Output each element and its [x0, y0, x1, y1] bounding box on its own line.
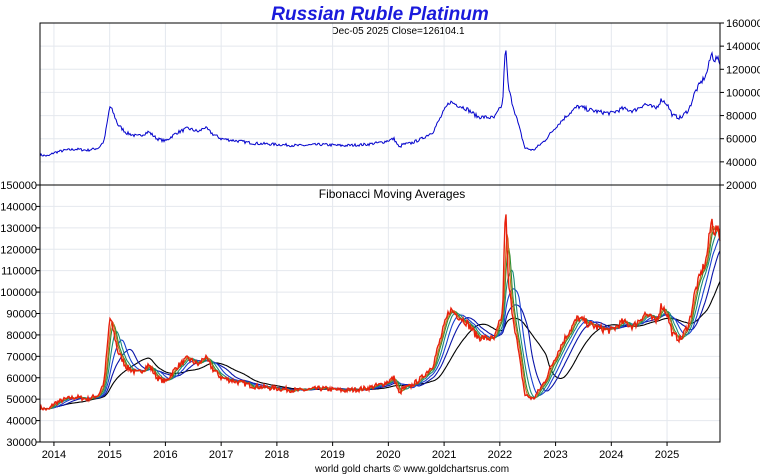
ma-y-tick-label: 100000: [0, 287, 37, 299]
x-tick-label: 2024: [599, 449, 623, 461]
x-tick-label: 2020: [376, 449, 400, 461]
footer-credit: world gold charts © www.goldchartsrus.co…: [314, 464, 509, 475]
ma-y-tick-label: 60000: [6, 373, 37, 385]
x-tick-label: 2014: [42, 449, 66, 461]
price-series-line: [39, 50, 721, 157]
ma-y-tick-label: 80000: [6, 330, 37, 342]
price-panel-grid: [40, 22, 720, 186]
price-y-tick-label: 60000: [726, 134, 757, 146]
x-tick-label: 2025: [655, 449, 679, 461]
ma-y-tick-label: 140000: [0, 201, 37, 213]
x-tick-label: 2016: [153, 449, 177, 461]
price-y-tick-label: 20000: [726, 180, 757, 192]
price-y-tick-label: 80000: [726, 111, 757, 123]
chart-title: Russian Ruble Platinum: [271, 4, 489, 25]
x-tick-label: 2021: [432, 449, 456, 461]
ma-series-fast-ma: [39, 214, 721, 412]
price-y-tick-label: 120000: [726, 64, 760, 76]
ma-y-tick-label: 120000: [0, 244, 37, 256]
price-y-axis: 20000 40000 60000 80000 100000 120000 140000 16…: [720, 18, 760, 192]
ma-y-tick-label: 50000: [6, 394, 37, 406]
x-tick-label: 2019: [320, 449, 344, 461]
ma-y-tick-label: 30000: [6, 437, 37, 449]
ma-panel-grid: [40, 184, 720, 443]
price-panel-frame: [39, 22, 721, 186]
x-tick-label: 2018: [265, 449, 289, 461]
ma-y-axis: 30000 40000 50000 60000 70000 80000 90000 10000…: [0, 180, 40, 449]
ma-series-ma-3: [39, 227, 721, 411]
price-y-tick-label: 100000: [726, 87, 760, 99]
ma-series-ma-4: [39, 228, 721, 411]
x-tick-label: 2017: [209, 449, 233, 461]
price-y-tick-label: 40000: [726, 157, 757, 169]
ma-y-tick-label: 90000: [6, 309, 37, 321]
price-panel-plot: [39, 50, 721, 157]
ma-y-tick-label: 150000: [0, 180, 37, 192]
x-tick-label: 2022: [488, 449, 512, 461]
price-subtitle: Dec-05 2025 Close=126104.1: [331, 26, 465, 37]
ma-y-tick-label: 70000: [6, 351, 37, 363]
ma-series-slow-ma: [39, 281, 721, 411]
price-y-tick-label: 140000: [726, 41, 760, 53]
ma-y-tick-label: 40000: [6, 416, 37, 428]
price-y-tick-label: 160000: [726, 18, 760, 30]
ma-y-tick-label: 130000: [0, 223, 37, 235]
x-tick-label: 2015: [97, 449, 121, 461]
ma-panel-plot: [39, 214, 721, 412]
ma-y-tick-label: 110000: [1, 266, 37, 278]
ma-series-ma-2: [39, 225, 721, 411]
ma-panel-title: Fibonacci Moving Averages: [319, 187, 466, 201]
x-axis: 2014 2015 2016 2017 2018 2019 2020 2021 2022 2023…: [42, 442, 679, 461]
x-tick-label: 2023: [543, 449, 567, 461]
